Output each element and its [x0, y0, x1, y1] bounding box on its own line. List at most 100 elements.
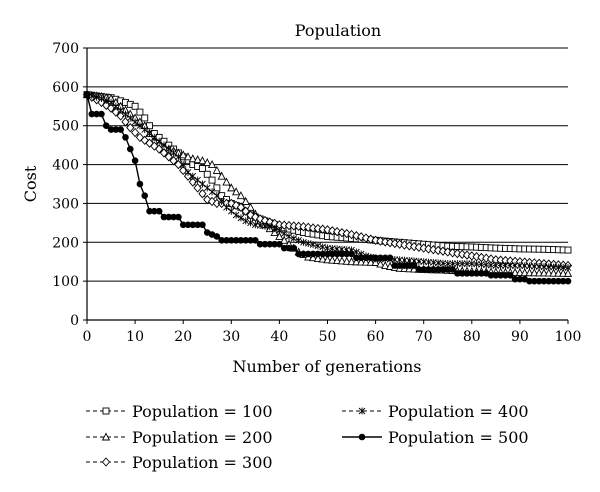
series-point: [280, 230, 288, 238]
series-point: [448, 248, 457, 258]
legend-item: Population = 200: [86, 428, 273, 447]
x-tick-label: 70: [415, 329, 433, 345]
series-point: [223, 203, 230, 211]
series-point: [198, 165, 206, 172]
series-point: [544, 268, 553, 277]
series-point: [270, 227, 279, 237]
series-5: [83, 91, 572, 285]
series-point: [189, 172, 197, 180]
series-point: [126, 122, 135, 133]
series-point: [160, 141, 168, 149]
series-point: [554, 268, 563, 277]
series-point: [126, 145, 134, 153]
y-tick-label: 400: [52, 158, 79, 174]
series-point: [550, 263, 557, 271]
series-point: [410, 262, 418, 269]
grid-lines: [87, 47, 568, 282]
series-point: [540, 263, 548, 271]
series-point: [131, 102, 139, 110]
series-point: [318, 224, 327, 234]
series-point: [319, 243, 327, 251]
series-point: [213, 233, 221, 240]
series-point: [376, 236, 385, 246]
legend-marker: [102, 407, 110, 415]
legend-marker: [101, 432, 111, 441]
series-point: [165, 145, 173, 153]
y-tick-label: 0: [70, 313, 79, 329]
series-point: [242, 217, 250, 225]
y-tick-label: 700: [52, 41, 79, 57]
series-point: [438, 246, 448, 256]
series-point: [241, 196, 250, 205]
series-point: [409, 241, 419, 252]
series-point: [348, 250, 355, 258]
series-point: [141, 192, 149, 199]
series-point: [453, 248, 462, 259]
series-point: [213, 184, 221, 192]
legend: Population = 100 Population = 200 Populati…: [86, 402, 529, 472]
series-point: [419, 243, 428, 253]
series-point: [203, 184, 211, 192]
legend-item: Population = 400: [342, 402, 529, 421]
series-point: [179, 150, 188, 159]
series-point: [337, 256, 347, 265]
series-point: [539, 268, 549, 277]
series-point: [146, 129, 153, 137]
series-point: [525, 268, 534, 277]
series-point: [131, 118, 139, 126]
series-4: [83, 91, 572, 272]
series-point: [174, 159, 183, 170]
series-point: [390, 238, 399, 249]
series-point: [458, 249, 467, 260]
series-point: [212, 165, 222, 174]
x-tick-label: 60: [367, 329, 385, 345]
series-point: [116, 111, 125, 121]
x-tick-label: 30: [222, 329, 240, 345]
series-point: [467, 251, 476, 261]
series-point: [290, 234, 298, 242]
series-point: [313, 223, 322, 234]
series-point: [276, 240, 283, 248]
legend-marker: [101, 457, 111, 467]
series-point: [203, 170, 211, 178]
series-point: [155, 137, 163, 145]
series-point: [443, 247, 452, 257]
series-point: [424, 244, 433, 254]
y-tick-label: 200: [52, 235, 79, 251]
series-point: [290, 244, 298, 252]
series-line: [86, 94, 569, 267]
series-point: [236, 191, 246, 200]
series-point: [151, 133, 158, 141]
y-tick-label: 300: [52, 196, 79, 212]
series-point: [188, 154, 197, 163]
x-tick-label: 0: [83, 329, 92, 345]
series-point: [184, 168, 192, 176]
x-tick-label: 50: [319, 329, 337, 345]
series-point: [352, 257, 361, 266]
series-point: [131, 157, 139, 164]
series-point: [405, 241, 414, 251]
series-point: [247, 219, 254, 227]
x-tick-label: 10: [126, 329, 144, 345]
series-point: [227, 183, 236, 192]
series-point: [563, 268, 573, 277]
legend-label: Population = 500: [388, 428, 529, 447]
x-tick-label: 80: [463, 329, 481, 345]
series-point: [122, 134, 129, 141]
series-point: [381, 237, 390, 247]
series-point: [376, 259, 385, 268]
series-point: [366, 257, 375, 266]
legend-label: Population = 300: [132, 453, 273, 472]
series-point: [232, 211, 240, 219]
series-point: [98, 95, 105, 103]
series-point: [131, 127, 140, 138]
series-point: [117, 106, 124, 114]
series-point: [252, 237, 259, 244]
series-point: [207, 159, 217, 169]
series-point: [208, 176, 216, 184]
series-point: [308, 223, 318, 233]
series-point: [559, 263, 567, 271]
series-point: [357, 257, 366, 266]
series-point: [194, 176, 201, 184]
legend-label: Population = 400: [388, 402, 529, 421]
